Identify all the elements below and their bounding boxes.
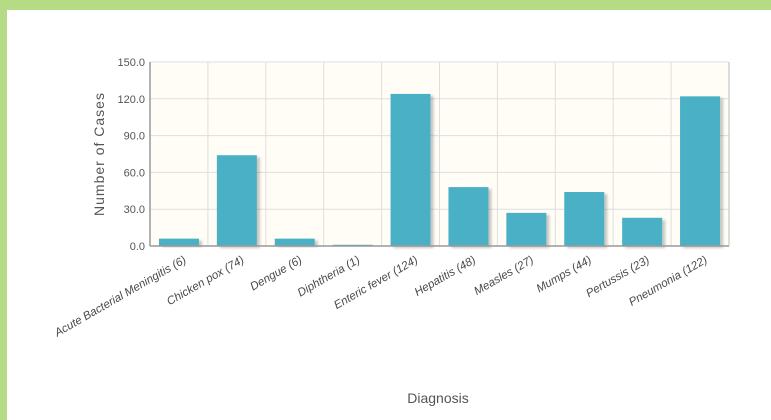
bar[interactable]: [158, 238, 199, 246]
x-tick-label: Hepatitis (48): [413, 254, 478, 299]
x-tick-label: Measles (27): [472, 254, 536, 298]
bar[interactable]: [564, 192, 605, 246]
y-axis-title: Number of Cases: [91, 92, 107, 216]
y-tick-label: 90.0: [124, 131, 145, 143]
x-axis-title: Diagnosis: [407, 390, 468, 406]
bar[interactable]: [448, 187, 489, 246]
bars: [158, 93, 721, 246]
y-tick-label: 150.0: [117, 57, 145, 69]
bar[interactable]: [274, 238, 315, 246]
y-tick-label: 120.0: [117, 94, 145, 106]
bar[interactable]: [506, 212, 547, 246]
y-tick-label: 60.0: [124, 167, 145, 179]
x-tick-labels: Acute Bacterial Meningitis (6)Chicken po…: [52, 254, 710, 340]
y-tick-labels: 0.0 30.0 60.0 90.0 120.0 150.0: [117, 57, 145, 253]
bar[interactable]: [622, 217, 663, 246]
y-tick-label: 0.0: [130, 241, 145, 253]
bar[interactable]: [680, 96, 721, 246]
y-tick-label: 30.0: [124, 204, 145, 216]
x-tick-label: Dengue (6): [248, 254, 304, 293]
bar[interactable]: [390, 93, 431, 246]
axes: [149, 62, 730, 247]
bar[interactable]: [216, 155, 257, 246]
